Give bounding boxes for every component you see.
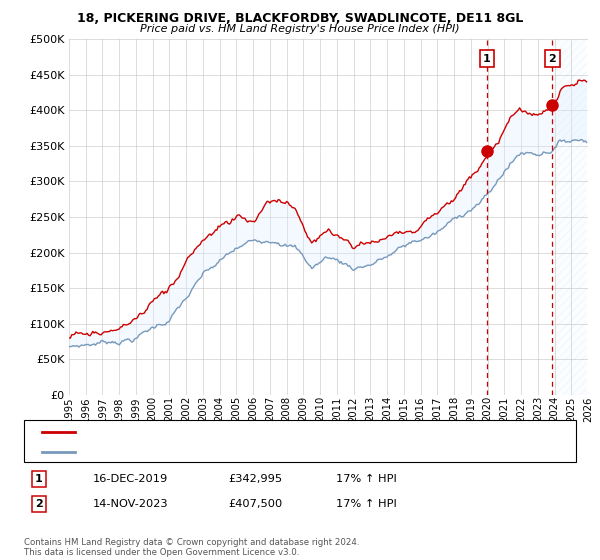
Text: 2: 2 xyxy=(35,499,43,509)
Text: HPI: Average price, detached house, North West Leicestershire: HPI: Average price, detached house, Nort… xyxy=(81,446,388,456)
Text: 18, PICKERING DRIVE, BLACKFORDBY, SWADLINCOTE, DE11 8GL: 18, PICKERING DRIVE, BLACKFORDBY, SWADLI… xyxy=(77,12,523,25)
Text: 18, PICKERING DRIVE, BLACKFORDBY, SWADLINCOTE, DE11 8GL (detached house): 18, PICKERING DRIVE, BLACKFORDBY, SWADLI… xyxy=(81,427,485,437)
Text: 17% ↑ HPI: 17% ↑ HPI xyxy=(336,474,397,484)
Text: Contains HM Land Registry data © Crown copyright and database right 2024.
This d: Contains HM Land Registry data © Crown c… xyxy=(24,538,359,557)
Text: 14-NOV-2023: 14-NOV-2023 xyxy=(93,499,169,509)
Text: 1: 1 xyxy=(35,474,43,484)
Text: Price paid vs. HM Land Registry's House Price Index (HPI): Price paid vs. HM Land Registry's House … xyxy=(140,24,460,34)
Text: £342,995: £342,995 xyxy=(228,474,282,484)
Text: 1: 1 xyxy=(483,54,491,64)
Text: 2: 2 xyxy=(548,54,556,64)
Text: 17% ↑ HPI: 17% ↑ HPI xyxy=(336,499,397,509)
Text: 16-DEC-2019: 16-DEC-2019 xyxy=(93,474,168,484)
Text: £407,500: £407,500 xyxy=(228,499,282,509)
